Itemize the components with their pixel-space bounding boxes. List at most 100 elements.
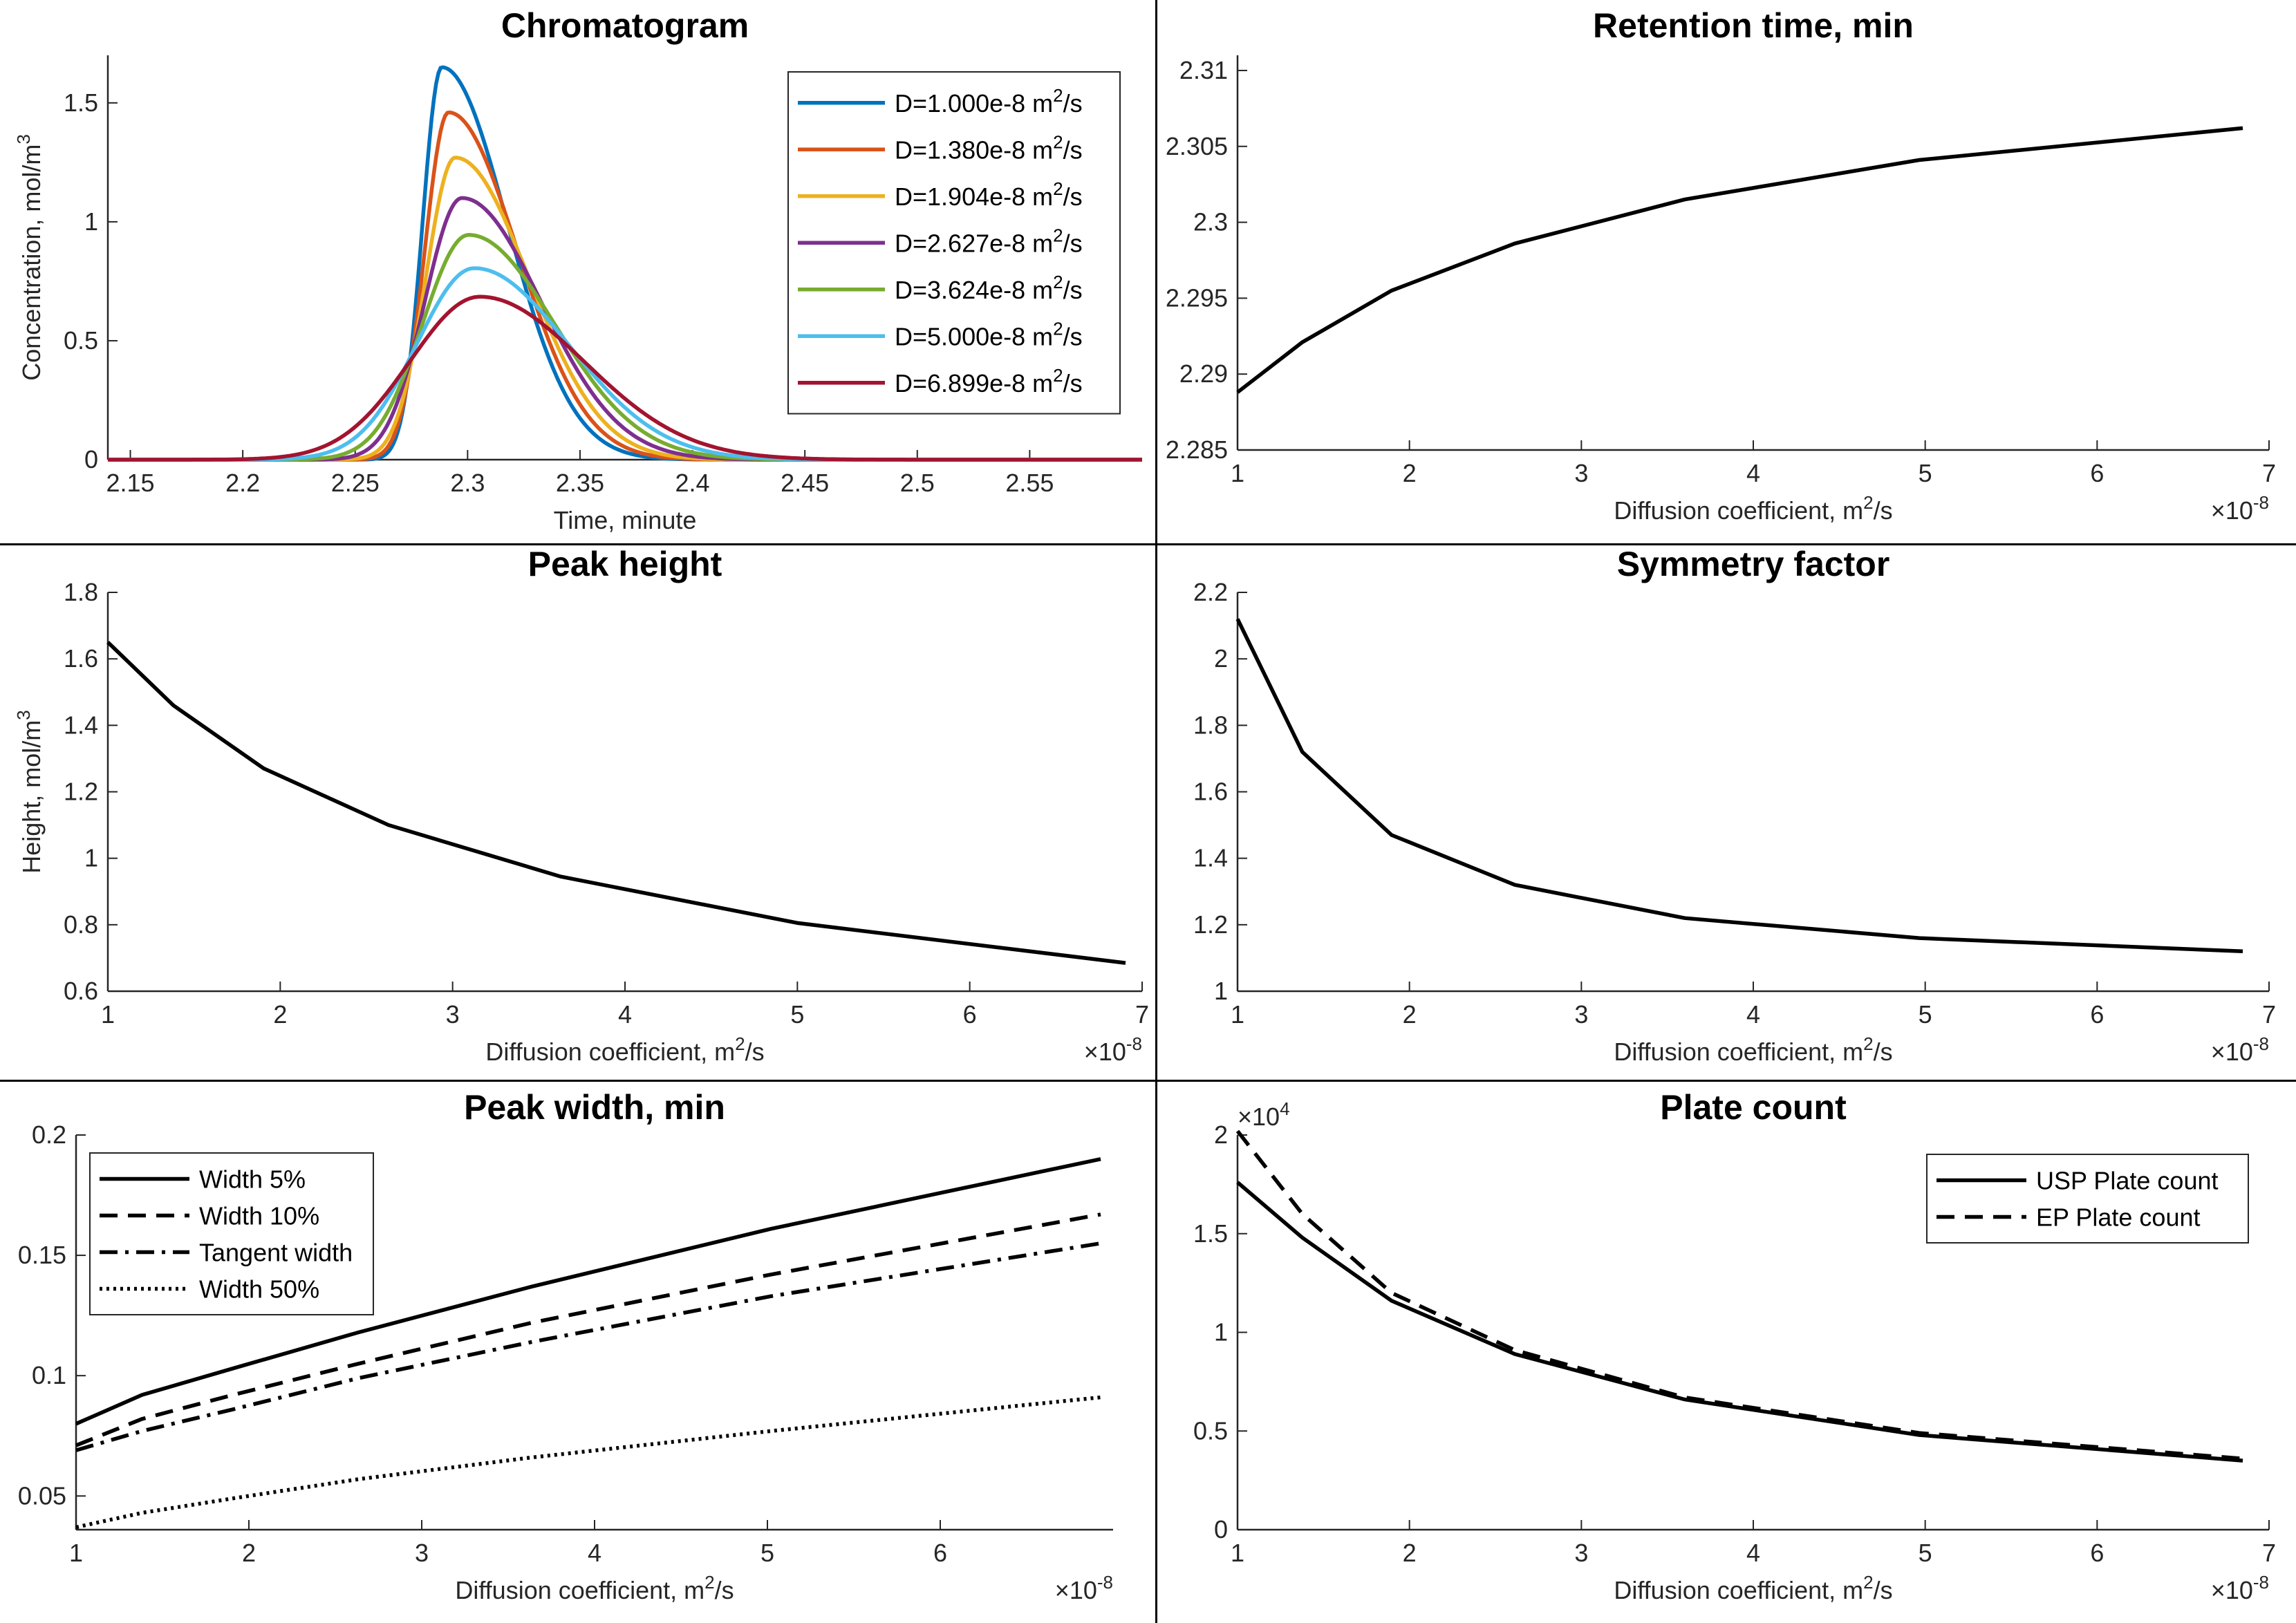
- x-tick-label: 7: [1135, 1000, 1149, 1029]
- x-tick-label: 7: [2262, 459, 2276, 487]
- x-tick-label: 1: [69, 1539, 83, 1567]
- x-tick-label: 7: [2262, 1539, 2276, 1567]
- chart-title: Retention time, min: [1593, 6, 1914, 45]
- series-line: [1235, 618, 2243, 954]
- legend-label: USP Plate count: [2036, 1167, 2219, 1195]
- chart-title: Peak width, min: [464, 1088, 725, 1127]
- x-exponent-label: ×10-8: [2211, 1572, 2269, 1604]
- x-exponent-label: ×10-8: [2211, 1033, 2269, 1066]
- x-tick-label: 2.25: [331, 469, 380, 497]
- y-tick-label: 1: [1214, 1318, 1228, 1347]
- x-tick-label: 2: [1403, 459, 1417, 487]
- horizontal-separator-1: [0, 543, 2296, 545]
- y-tick-label: 0: [84, 445, 98, 473]
- legend-label: D=3.624e-8 m2/s: [895, 272, 1083, 304]
- x-tick-label: 2.2: [225, 469, 260, 497]
- y-tick-label: 0.15: [18, 1241, 66, 1269]
- x-tick-label: 5: [1919, 459, 1932, 487]
- x-tick-label: 5: [760, 1539, 774, 1567]
- x-tick-label: 1: [1231, 1000, 1244, 1029]
- y-tick-label: 2.2: [1193, 578, 1228, 606]
- series-line: [1236, 126, 2243, 394]
- y-tick-label: 1.2: [64, 778, 98, 806]
- x-tick-label: 3: [446, 1000, 460, 1029]
- chart-2: Retention time, min 1 2 3 4 5 6 7 2.285 2.29 2.295…: [1166, 6, 2276, 525]
- x-tick-label: 2: [242, 1539, 256, 1567]
- legend-box: [1926, 1154, 2249, 1244]
- y-tick-label: 2: [1214, 644, 1228, 673]
- x-tick-label: 3: [1574, 1000, 1588, 1029]
- y-tick-label: 0.5: [1193, 1416, 1228, 1445]
- chart-4: Symmetry factor 1 2 3 4 5 6 7 1 1.2 1.4 1.6 1.8 2 2.2 D…: [1193, 545, 2276, 1066]
- chart-title: Plate count: [1660, 1088, 1847, 1127]
- x-tick-label: 6: [2090, 1000, 2104, 1029]
- y-tick-label: 1.5: [1193, 1219, 1228, 1248]
- chart-6: Plate count 1 2 3 4 5 6 7 0 0.5 1 1.5 2 Diffusion coe…: [1193, 1088, 2276, 1604]
- chart-3: Peak height 1 2 3 4 5 6 7 0.6 0.8 1 1.2 1.4 1.6 1.8 Dif…: [13, 545, 1149, 1066]
- y-tick-label: 1.8: [1193, 711, 1228, 739]
- vertical-separator: [1155, 0, 1157, 1623]
- y-tick-label: 0.6: [64, 977, 98, 1005]
- y-tick-label: 1.6: [1193, 778, 1228, 806]
- x-tick-label: 2.3: [450, 469, 485, 497]
- legend-label: Width 5%: [199, 1165, 306, 1194]
- x-tick-label: 2: [1403, 1000, 1417, 1029]
- x-tick-label: 4: [1746, 1539, 1760, 1567]
- y-exponent-label: ×104: [1238, 1098, 1290, 1131]
- y-tick-label: 0.5: [64, 326, 98, 355]
- y-tick-label: 2.285: [1166, 435, 1228, 464]
- x-axis-label: Diffusion coefficient, m2/s: [455, 1572, 734, 1604]
- y-tick-label: 1: [1214, 977, 1228, 1005]
- chart-1: Chromatogram 2.15 2.2 2.25 2.3 2.35 2.4 2.45 2.5…: [13, 6, 1142, 534]
- x-axis-label: Time, minute: [554, 506, 697, 534]
- x-tick-label: 2.35: [556, 469, 604, 497]
- legend-label: D=5.000e-8 m2/s: [895, 318, 1083, 350]
- x-tick-label: 2.45: [781, 469, 829, 497]
- horizontal-separator-2: [0, 1080, 2296, 1082]
- y-tick-label: 0.2: [32, 1120, 66, 1149]
- legend: D=1.000e-8 m2/s D=1.380e-8 m2/s D=1.904e-8…: [787, 71, 1121, 415]
- x-tick-label: 3: [1574, 459, 1588, 487]
- series-line: [75, 1157, 1101, 1426]
- x-exponent-label: ×10-8: [1084, 1033, 1142, 1066]
- series-line: [1236, 1181, 2243, 1463]
- chromatogram-series-line: [108, 294, 1142, 462]
- y-tick-label: 2.31: [1179, 56, 1228, 84]
- x-tick-label: 4: [618, 1000, 632, 1029]
- y-tick-label: 1: [84, 844, 98, 872]
- x-tick-label: 6: [963, 1000, 977, 1029]
- y-tick-label: 2: [1214, 1120, 1228, 1149]
- x-tick-label: 6: [2090, 459, 2104, 487]
- x-tick-label: 1: [101, 1000, 115, 1029]
- series-line: [1235, 1129, 2243, 1461]
- x-axis-label: Diffusion coefficient, m2/s: [1614, 492, 1892, 525]
- chart-title: Chromatogram: [501, 6, 749, 45]
- y-tick-label: 1: [84, 207, 98, 236]
- legend: Width 5% Width 10% Tangent width Width 50%: [89, 1152, 374, 1315]
- x-tick-label: 3: [1574, 1539, 1588, 1567]
- y-tick-label: 0.05: [18, 1481, 66, 1510]
- y-tick-label: 1.4: [64, 711, 98, 739]
- x-tick-label: 2.5: [900, 469, 935, 497]
- x-exponent-label: ×10-8: [1055, 1572, 1113, 1604]
- y-tick-label: 1.8: [64, 578, 98, 606]
- x-tick-label: 2.55: [1005, 469, 1054, 497]
- y-tick-label: 2.295: [1166, 283, 1228, 312]
- x-tick-label: 2: [273, 1000, 287, 1029]
- y-tick-label: 1.2: [1193, 910, 1228, 939]
- x-tick-label: 1: [1231, 1539, 1244, 1567]
- y-tick-label: 1.5: [64, 88, 98, 117]
- x-tick-label: 2.15: [106, 469, 154, 497]
- series-line: [106, 641, 1126, 965]
- legend: USP Plate count EP Plate count: [1926, 1154, 2249, 1244]
- x-exponent-label: ×10-8: [2211, 492, 2269, 525]
- x-tick-label: 5: [790, 1000, 804, 1029]
- legend-label: D=1.904e-8 m2/s: [895, 178, 1083, 211]
- legend-label: Tangent width: [199, 1239, 353, 1267]
- y-axis-label: Concentration, mol/m3: [13, 134, 46, 381]
- chart-title: Peak height: [528, 545, 722, 583]
- legend-label: D=2.627e-8 m2/s: [895, 225, 1083, 257]
- x-tick-label: 3: [415, 1539, 429, 1567]
- y-tick-label: 2.3: [1193, 208, 1228, 236]
